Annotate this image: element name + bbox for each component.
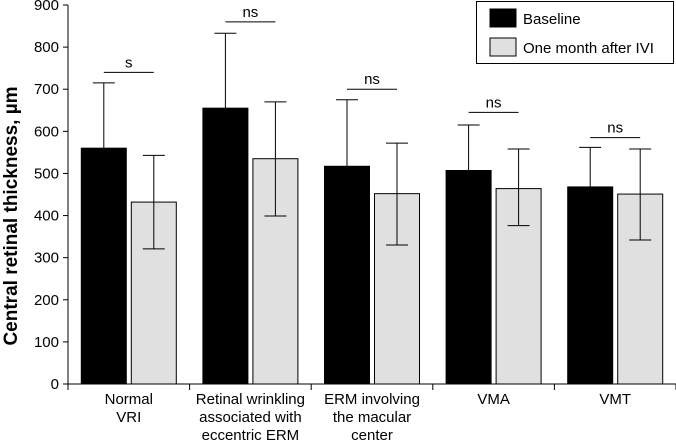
legend-swatch-baseline	[489, 8, 517, 28]
bar-baseline	[445, 169, 492, 385]
y-tick-label: 900	[34, 0, 59, 14]
x-tick-label: VRI	[116, 409, 141, 426]
x-tick-label: VMT	[599, 391, 631, 408]
x-tick-label: the macular	[333, 409, 411, 426]
y-tick-label: 300	[34, 250, 59, 267]
y-tick-label: 200	[34, 292, 59, 309]
legend-swatch-after-ivi	[489, 37, 517, 57]
y-tick-label: 0	[51, 376, 59, 393]
y-tick-label: 100	[34, 334, 59, 351]
bar-baseline	[202, 107, 249, 385]
y-tick-label: 800	[34, 39, 59, 56]
x-tick-label: center	[351, 427, 393, 444]
significance-brackets: s ns ns ns ns	[103, 4, 641, 139]
significance-label: ns	[242, 4, 258, 21]
x-tick-label: associated with	[199, 409, 302, 426]
legend: Baseline One month after IVI	[476, 1, 674, 64]
x-tick-label: VMA	[477, 391, 510, 408]
y-tick-label: 500	[34, 165, 59, 182]
significance-label: ns	[364, 71, 380, 88]
y-axis: 0 100 200 300 400 500 600 700 800 900	[34, 0, 69, 393]
legend-label-baseline: Baseline	[523, 11, 581, 28]
x-tick-label: eccentric ERM	[202, 427, 300, 444]
bars	[80, 107, 664, 385]
y-axis-label: Central retinal thickness, µm	[1, 86, 22, 345]
x-tick-label: Retinal wrinkling	[196, 391, 305, 408]
y-tick-label: 600	[34, 123, 59, 140]
significance-label: ns	[607, 120, 623, 137]
x-tick-label: Normal	[105, 391, 153, 408]
x-axis	[67, 383, 676, 390]
legend-label-after-ivi: One month after IVI	[523, 40, 654, 57]
bar-baseline	[324, 165, 370, 385]
y-tick-label: 400	[34, 208, 59, 225]
error-bars	[92, 32, 652, 250]
significance-label: s	[125, 54, 133, 71]
y-tick-label: 700	[34, 81, 59, 98]
x-tick-label: ERM involving	[324, 391, 420, 408]
bar-baseline	[80, 147, 127, 385]
bar-baseline	[567, 186, 614, 385]
significance-label: ns	[486, 94, 502, 111]
